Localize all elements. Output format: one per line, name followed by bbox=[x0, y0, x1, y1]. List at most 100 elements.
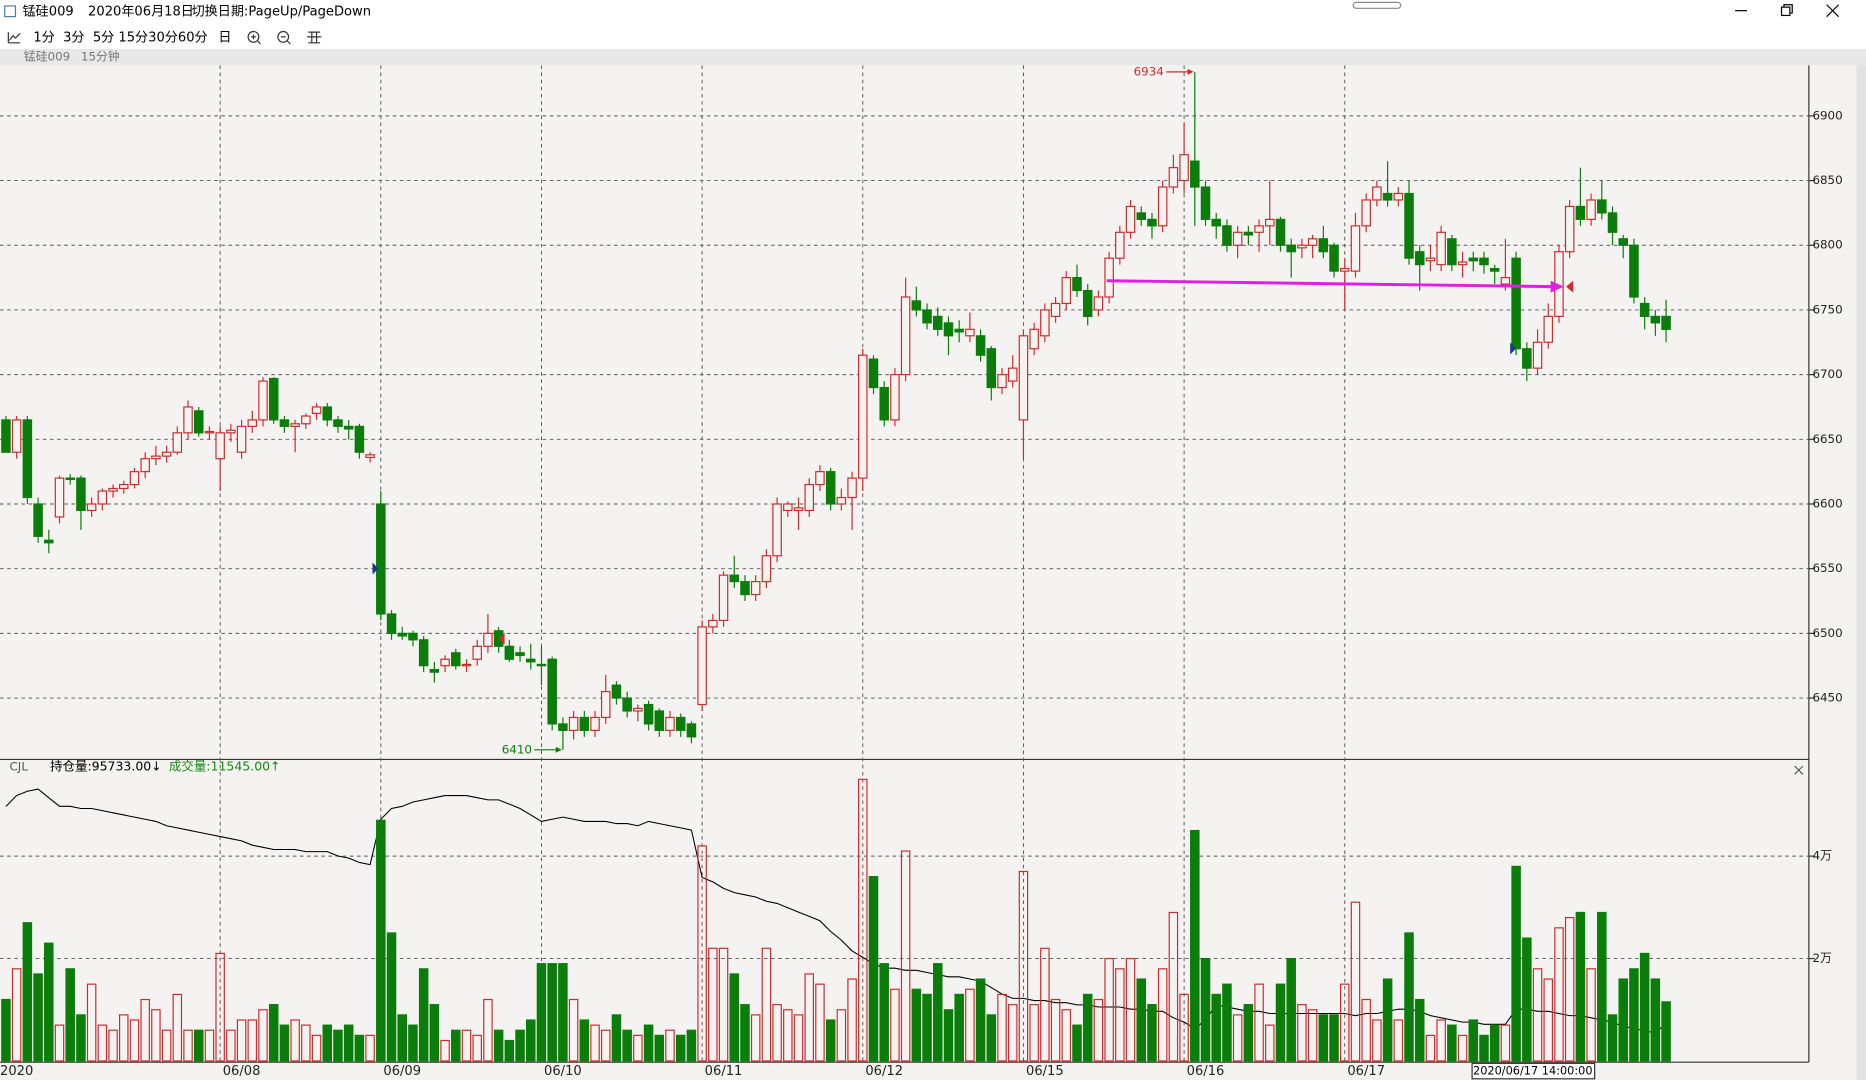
grid: 6450 6500 6550 6600 6650 6700 6750 6800 6850 6900… bbox=[0, 65, 1843, 1079]
candle-body bbox=[354, 425, 365, 453]
zoom-out-button[interactable] bbox=[277, 30, 291, 45]
volume-bar bbox=[1479, 1034, 1489, 1062]
candle-body bbox=[258, 380, 268, 421]
volume-bar bbox=[558, 963, 568, 1062]
volume-bar bbox=[1661, 1001, 1671, 1062]
candle-body bbox=[215, 432, 225, 460]
candle-body bbox=[279, 419, 290, 427]
settings-button[interactable] bbox=[307, 31, 322, 44]
volume-bar bbox=[1243, 1004, 1254, 1062]
y-tick-label: 4万 bbox=[1812, 849, 1832, 863]
volume-bar bbox=[1125, 957, 1136, 1062]
period-button[interactable]: 5分 bbox=[93, 30, 114, 46]
candle-body bbox=[975, 335, 986, 356]
toolbar bbox=[0, 24, 1866, 49]
candle-body bbox=[322, 406, 333, 421]
volume-bar bbox=[815, 983, 825, 1062]
period-button[interactable]: 1分 bbox=[33, 30, 54, 46]
volume-bar bbox=[1404, 932, 1414, 1062]
volume-bar bbox=[258, 1009, 268, 1062]
volume-bar bbox=[279, 1024, 290, 1062]
candle-body bbox=[986, 348, 997, 389]
chart-type-button[interactable] bbox=[7, 32, 21, 44]
candle-body bbox=[1018, 335, 1029, 421]
candle-body bbox=[1275, 218, 1286, 246]
volume-bar bbox=[386, 932, 397, 1062]
candle-body bbox=[718, 574, 729, 622]
candle-body bbox=[590, 716, 600, 731]
volume-bar bbox=[1457, 1034, 1468, 1062]
close-button[interactable] bbox=[1826, 4, 1840, 18]
volume-bar bbox=[708, 947, 718, 1062]
scrollbar[interactable] bbox=[1856, 65, 1866, 1080]
candle-body bbox=[1597, 199, 1607, 214]
candle-body bbox=[1232, 231, 1243, 246]
buy-signal bbox=[372, 562, 379, 575]
candle-body bbox=[1382, 192, 1393, 201]
volume-bar bbox=[1211, 993, 1221, 1062]
volume-bar bbox=[943, 1009, 954, 1062]
drag-handle[interactable] bbox=[1352, 1, 1402, 9]
volume-bar bbox=[1361, 998, 1371, 1062]
trend-arrow bbox=[1106, 279, 1554, 289]
volume-bar bbox=[804, 973, 814, 1062]
volume-bar bbox=[1372, 1019, 1382, 1062]
period-button[interactable]: 15分 bbox=[118, 30, 148, 46]
candle-body bbox=[1532, 341, 1543, 369]
series-readout: 成交量:11545.00↑ bbox=[169, 759, 281, 774]
candle-body bbox=[1190, 160, 1200, 188]
y-tick-label: 6550 bbox=[1812, 561, 1842, 575]
volume-bar bbox=[975, 978, 986, 1062]
volume-bar bbox=[451, 1029, 461, 1062]
x-tick-label: 06/09 bbox=[383, 1064, 421, 1079]
annotation-arrow bbox=[1187, 68, 1194, 75]
volume-bar bbox=[97, 1024, 108, 1062]
volume-bar bbox=[11, 968, 22, 1062]
volume-bar bbox=[879, 963, 889, 1062]
zoom-in-button[interactable] bbox=[247, 30, 262, 45]
candle-body bbox=[1339, 267, 1350, 272]
candle-body bbox=[1425, 257, 1436, 262]
candle-body bbox=[900, 296, 911, 376]
volume-bar bbox=[290, 1019, 300, 1062]
candle-body bbox=[1468, 257, 1479, 262]
volume-bar bbox=[729, 973, 740, 1062]
period-button[interactable]: 30分 bbox=[148, 30, 178, 46]
candle-body bbox=[451, 652, 461, 667]
volume-bar bbox=[933, 963, 943, 1062]
candle-body bbox=[740, 581, 750, 596]
candle-body bbox=[1511, 257, 1521, 350]
period-button[interactable]: 日 bbox=[218, 31, 231, 46]
volume-bar bbox=[718, 947, 729, 1062]
volume-bar bbox=[1468, 1019, 1479, 1062]
candle-body bbox=[161, 451, 172, 457]
volume-bar bbox=[1393, 1019, 1404, 1062]
volume-bar bbox=[161, 1029, 172, 1062]
candle-body bbox=[236, 425, 247, 453]
candle-body bbox=[643, 703, 654, 725]
restore-button[interactable] bbox=[1780, 4, 1793, 17]
candle-body bbox=[1607, 212, 1618, 233]
volume-bar bbox=[1650, 978, 1661, 1062]
candle-body bbox=[1243, 231, 1254, 236]
candle-body bbox=[1522, 348, 1532, 369]
candle-body bbox=[783, 503, 793, 512]
x-tick-label: 06/11 bbox=[705, 1064, 743, 1079]
candle-body bbox=[686, 723, 697, 738]
candle-body bbox=[365, 454, 375, 459]
candle-body bbox=[1329, 244, 1339, 272]
period-button[interactable]: 3分 bbox=[63, 30, 84, 46]
candle-body bbox=[461, 663, 472, 667]
candle-body bbox=[22, 419, 33, 499]
volume-bar bbox=[1447, 1024, 1457, 1062]
close-indicator-button[interactable] bbox=[1794, 765, 1804, 775]
readouts: CJL 持仓量:95733.00↓ 成交量:11545.00↑ 2020/06/17 … bbox=[10, 759, 1596, 1080]
x-tick-label: 06/12 bbox=[865, 1064, 903, 1079]
candle-body bbox=[1393, 192, 1404, 201]
x-tick-label: 06/10 bbox=[544, 1064, 582, 1079]
volume-bar bbox=[1586, 968, 1596, 1062]
candle-body bbox=[804, 483, 814, 512]
period-button[interactable]: 60分 bbox=[178, 30, 208, 46]
volume-bar bbox=[590, 1024, 600, 1062]
volume-bar bbox=[1157, 968, 1168, 1062]
